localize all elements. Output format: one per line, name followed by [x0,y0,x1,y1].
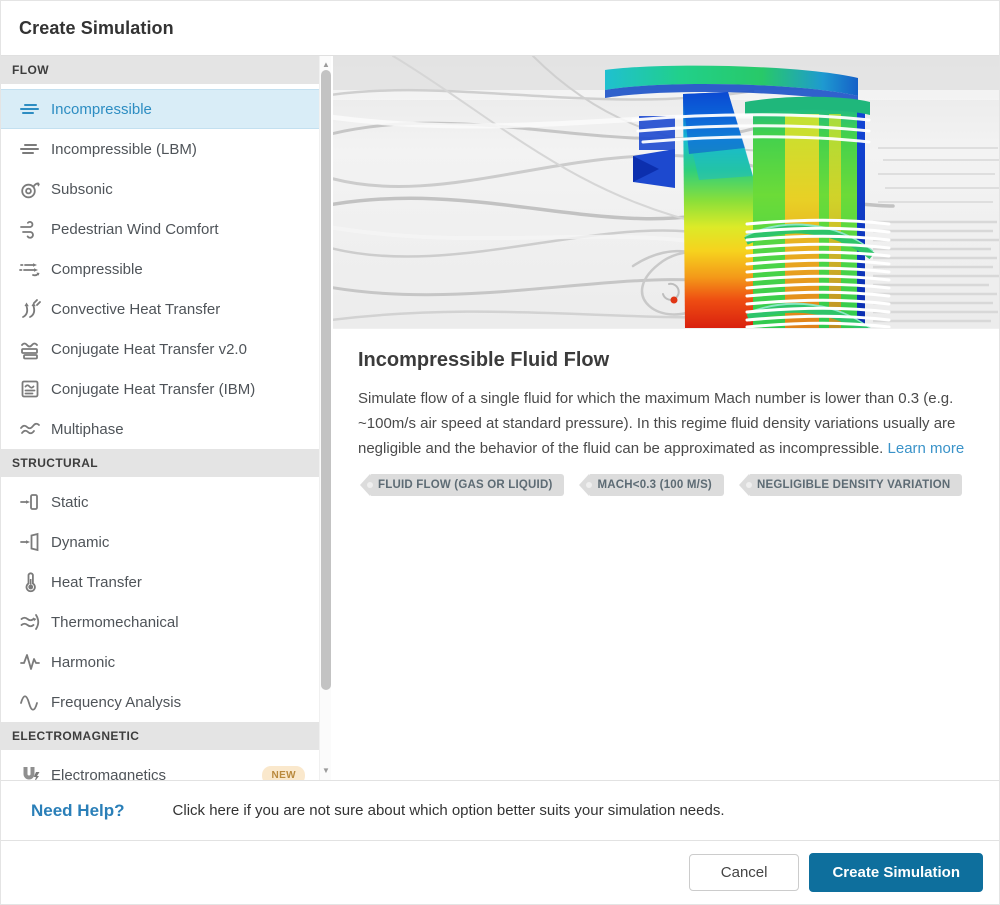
sidebar-item-label: Frequency Analysis [51,693,182,711]
create-simulation-button[interactable]: Create Simulation [809,853,983,892]
dialog-actions: Cancel Create Simulation [1,840,999,904]
sidebar-item-harmonic[interactable]: Harmonic [1,642,319,682]
sidebar-item-label: Convective Heat Transfer [51,300,221,318]
section-header-electromagnetic: ELECTROMAGNETIC [1,722,319,750]
turbo-swirl-icon [19,177,41,201]
streamlines-icon [19,97,41,121]
help-text: Click here if you are not sure about whi… [172,802,725,819]
simulation-description-section: Incompressible Fluid Flow Simulate flow … [333,329,999,496]
feature-tags: FLUID FLOW (GAS OR LIQUID) MACH<0.3 (100 … [359,474,974,496]
sidebar-item-label: Compressible [51,260,143,278]
dynamic-load-icon [19,530,41,554]
sidebar-item-label: Heat Transfer [51,573,142,591]
simulation-description: Simulate flow of a single fluid for whic… [358,386,966,461]
thermomechanical-icon [19,610,41,634]
multiphase-waves-icon [19,417,41,441]
sidebar-scrollbar[interactable]: ▲ ▼ [319,56,331,780]
scroll-down-icon[interactable]: ▼ [322,765,330,775]
simulation-preview-image [333,56,999,329]
cancel-button[interactable]: Cancel [688,854,800,891]
sidebar-item-label: Subsonic [51,180,113,198]
sidebar-item-label: Conjugate Heat Transfer (IBM) [51,380,256,398]
dialog-title: Create Simulation [19,17,174,38]
harmonic-wave-icon [19,650,41,674]
conjugate-heat-ibm-icon [19,377,41,401]
multiphase-waves-icon [19,417,41,441]
sidebar-item-label: Electromagnetics [51,766,167,781]
sidebar-item-label: Incompressible (LBM) [51,140,197,158]
streamlines-icon [19,137,41,161]
sidebar-item-frequency-analysis[interactable]: Frequency Analysis [1,682,319,722]
help-bar: Need Help? Click here if you are not sur… [1,780,999,840]
harmonic-wave-icon [19,650,41,674]
simulation-title: Incompressible Fluid Flow [358,349,610,371]
sidebar-item-label: Multiphase [51,420,124,438]
new-badge: NEW [262,766,305,780]
sine-wave-icon [19,690,41,714]
wind-icon [19,217,41,241]
sidebar-item-label: Harmonic [51,653,116,671]
sidebar-item-dynamic[interactable]: Dynamic [1,522,319,562]
convective-heat-icon [19,297,41,321]
sidebar-item-electromagnetics[interactable]: Electromagnetics NEW [1,755,319,780]
scroll-up-icon[interactable]: ▲ [322,59,330,69]
sidebar-item-heat-transfer[interactable]: Heat Transfer [1,562,319,602]
sidebar-item-label: Thermomechanical [51,613,179,631]
magnet-icon [19,763,41,780]
sidebar-item-label: Conjugate Heat Transfer v2.0 [51,340,247,358]
section-items: Electromagnetics NEW [1,750,319,780]
static-load-icon [19,490,41,514]
conjugate-heat-v2-icon [19,337,41,361]
thermometer-icon [19,570,41,594]
compressible-arrows-icon [19,257,41,281]
sidebar-item-convective-heat-transfer[interactable]: Convective Heat Transfer [1,289,319,329]
convective-heat-icon [19,297,41,321]
learn-more-link[interactable]: Learn more [887,440,965,457]
scrollbar-thumb[interactable] [321,70,331,690]
sidebar-item-conjugate-heat-transfer-v2-0[interactable]: Conjugate Heat Transfer v2.0 [1,329,319,369]
description-text: Simulate flow of a single fluid for whic… [358,390,956,457]
sine-wave-icon [19,690,41,714]
sidebar-item-compressible[interactable]: Compressible [1,249,319,289]
section-items: Static Dynamic Heat Transfer Thermomechanic… [1,477,319,722]
sidebar-item-label: Static [51,493,89,511]
turbo-swirl-icon [19,177,40,201]
detail-panel: Incompressible Fluid Flow Simulate flow … [331,56,999,780]
sidebar-item-incompressible[interactable]: Incompressible [1,89,319,129]
feature-tag: NEGLIGIBLE DENSITY VARIATION [738,474,963,496]
wind-icon [19,217,41,241]
cfd-rendering [333,56,999,328]
section-header-flow: FLOW [1,56,319,84]
feature-tag: MACH<0.3 (100 M/S) [579,474,724,496]
feature-tag: FLUID FLOW (GAS OR LIQUID) [359,474,565,496]
section-items: Incompressible Incompressible (LBM) Subson… [1,84,319,449]
need-help-link[interactable]: Need Help? [31,800,125,820]
sidebar-item-conjugate-heat-transfer-ibm[interactable]: Conjugate Heat Transfer (IBM) [1,369,319,409]
conjugate-heat-v2-icon [19,337,41,361]
static-load-icon [19,490,41,514]
sidebar-item-label: Pedestrian Wind Comfort [51,220,219,238]
sidebar-item-pedestrian-wind-comfort[interactable]: Pedestrian Wind Comfort [1,209,319,249]
sidebar-item-thermomechanical[interactable]: Thermomechanical [1,602,319,642]
conjugate-heat-ibm-icon [19,377,41,401]
dynamic-load-icon [19,530,41,554]
section-header-structural: STRUCTURAL [1,449,319,477]
sidebar-item-multiphase[interactable]: Multiphase [1,409,319,449]
sidebar-item-subsonic[interactable]: Subsonic [1,169,319,209]
thermometer-icon [19,570,41,594]
simulation-type-sidebar: FLOW Incompressible Incompressible (LBM) Su… [1,56,319,780]
dialog-body: FLOW Incompressible Incompressible (LBM) Su… [1,56,999,780]
sidebar-item-static[interactable]: Static [1,482,319,522]
compressible-arrows-icon [19,263,40,281]
sidebar-item-label: Incompressible [51,100,152,118]
dialog-header: Create Simulation [1,1,999,56]
magnet-icon [23,767,40,780]
streamlines-icon [19,97,41,121]
thermomechanical-icon [19,610,41,634]
sidebar-item-label: Dynamic [51,533,110,551]
sidebar-item-incompressible-lbm[interactable]: Incompressible (LBM) [1,129,319,169]
streamlines-icon [19,137,41,161]
